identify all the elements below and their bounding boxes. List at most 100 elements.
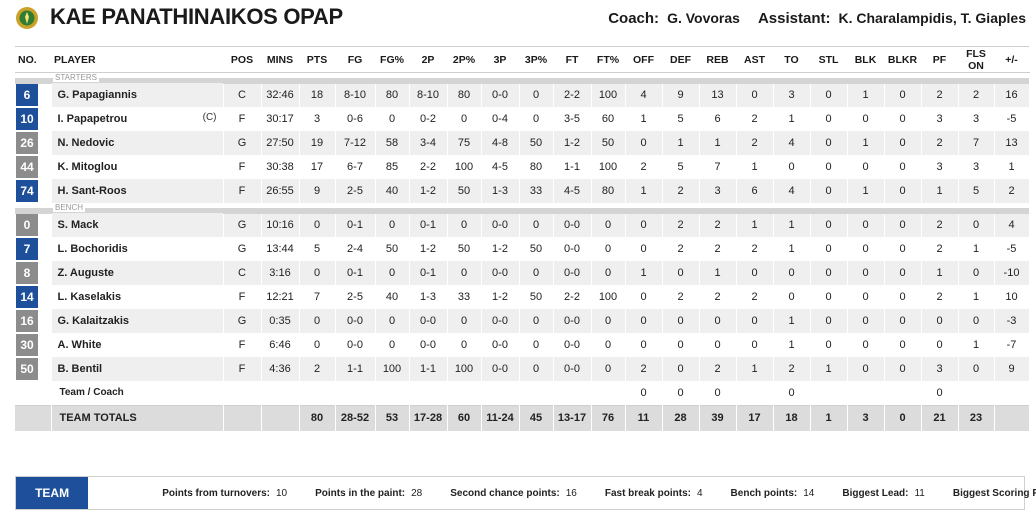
total-pts: 80: [299, 404, 336, 431]
team-logo-icon: [16, 7, 38, 29]
stat-def: 2: [662, 285, 700, 309]
column-header[interactable]: PF: [921, 46, 958, 73]
stat-pm: 13: [994, 131, 1030, 155]
column-header[interactable]: 2P%: [447, 46, 481, 73]
column-header[interactable]: BLK: [847, 46, 884, 73]
stat-p3p: 0: [519, 357, 554, 381]
column-header[interactable]: FT%: [591, 46, 625, 73]
team-stat-item: Bench points: 14: [731, 488, 815, 499]
column-header[interactable]: FT: [553, 46, 591, 73]
player-row[interactable]: 0 S. Mack G 10:16 0 0-1 0 0-1 0 0-0 0 0-0 0 0 2 2 1 1 0 0 0 2…: [15, 213, 1030, 237]
stat-blk: 0: [847, 237, 885, 261]
player-row[interactable]: 30 A. White F 6:46 0 0-0 0 0-0 0 0-0 0 0-0 0 0 0 0 0 1 0 0 0…: [15, 333, 1030, 357]
player-name[interactable]: K. Mitoglou: [57, 161, 118, 173]
stat-to: 1: [773, 107, 811, 131]
boxscore-body: STARTERS 6 G. Papagiannis C 32:46 18 8-10 80 8-1…: [15, 72, 1030, 431]
player-name-cell[interactable]: I. Papapetrou (C): [51, 107, 224, 131]
column-header[interactable]: PTS: [299, 46, 335, 73]
stat-blk: 1: [847, 179, 885, 203]
column-header[interactable]: BLKR: [884, 46, 921, 73]
stat-def: 1: [662, 131, 700, 155]
player-name-cell[interactable]: S. Mack: [51, 213, 224, 237]
player-row[interactable]: 50 B. Bentil F 4:36 2 1-1 100 1-1 100 0-0 0 0-0 0 2 0 2…: [15, 357, 1030, 381]
column-header[interactable]: NO.: [15, 46, 51, 73]
stat-def: 2: [662, 179, 700, 203]
player-name-cell[interactable]: H. Sant-Roos: [51, 179, 224, 203]
player-name-cell[interactable]: Z. Auguste: [51, 261, 224, 285]
stat-pts: 17: [299, 155, 336, 179]
stat-pos: F: [223, 179, 262, 203]
column-header[interactable]: PLAYER: [51, 46, 223, 73]
column-header[interactable]: AST: [736, 46, 773, 73]
stat-ft: 1-2: [553, 131, 592, 155]
column-header[interactable]: REB: [699, 46, 736, 73]
player-name[interactable]: G. Kalaitzakis: [57, 315, 130, 327]
stat-ftp: 80: [591, 179, 626, 203]
stat-off: 0: [625, 131, 663, 155]
column-header[interactable]: STL: [810, 46, 847, 73]
column-header[interactable]: FLS ON: [958, 46, 994, 73]
stat-p2p: 100: [447, 357, 482, 381]
stat-flson: 0: [958, 261, 995, 285]
player-row[interactable]: 8 Z. Auguste C 3:16 0 0-1 0 0-1 0 0-0 0 0-0 0 1 0 1 0 0 0 0…: [15, 261, 1030, 285]
column-header[interactable]: OFF: [625, 46, 662, 73]
player-row[interactable]: 44 K. Mitoglou F 30:38 17 6-7 85 2-2 100 4-5 80 1-1…: [15, 155, 1030, 179]
player-name[interactable]: B. Bentil: [57, 363, 103, 375]
stat-p3: 0-0: [481, 83, 520, 107]
player-row[interactable]: 16 G. Kalaitzakis G 0:35 0 0-0 0 0-0 0 0-0 0 0-0 0 0 0…: [15, 309, 1030, 333]
column-header[interactable]: POS: [223, 46, 261, 73]
player-name-cell[interactable]: A. White: [51, 333, 224, 357]
stat-stl: 0: [810, 179, 848, 203]
player-row[interactable]: 14 L. Kaselakis F 12:21 7 2-5 40 1-3 33 1-2 50 2-2 1…: [15, 285, 1030, 309]
player-name[interactable]: H. Sant-Roos: [57, 185, 127, 197]
stat-fgp: 58: [375, 131, 410, 155]
stat-mins: 3:16: [261, 261, 300, 285]
player-row[interactable]: 10 I. Papapetrou (C) F 30:17 3 0-6 0 0-2 0 0-4 0 3-5…: [15, 107, 1030, 131]
team-stat-label: Bench points:: [730, 487, 798, 499]
player-name-cell[interactable]: B. Bentil: [51, 357, 224, 381]
stat-fgp: 50: [375, 237, 410, 261]
stat-p3: 0-0: [481, 357, 520, 381]
column-header[interactable]: 2P: [409, 46, 447, 73]
column-header[interactable]: MINS: [261, 46, 299, 73]
column-header[interactable]: +/-: [994, 46, 1029, 73]
column-header[interactable]: DEF: [662, 46, 699, 73]
stat-off: 0: [625, 309, 663, 333]
player-row[interactable]: 26 N. Nedovic G 27:50 19 7-12 58 3-4 75 4-8 50 1-2 5…: [15, 131, 1030, 155]
total-pf: 21: [921, 404, 959, 431]
player-name[interactable]: G. Papagiannis: [57, 89, 137, 101]
player-name-cell[interactable]: L. Kaselakis: [51, 285, 224, 309]
player-name[interactable]: L. Bochoridis: [57, 243, 128, 255]
player-name[interactable]: A. White: [57, 339, 102, 351]
stat-ftp: 0: [591, 237, 626, 261]
stat-pm: 2: [994, 179, 1030, 203]
player-name-cell[interactable]: G. Papagiannis: [51, 83, 224, 107]
stat-blkr: 0: [884, 333, 922, 357]
player-name[interactable]: Z. Auguste: [57, 267, 114, 279]
boxscore-header: KAE PANATHINAIKOS OPAP Coach: G. Vovoras…: [0, 0, 1036, 36]
stat-p2: 0-1: [409, 213, 448, 237]
player-row[interactable]: 6 G. Papagiannis C 32:46 18 8-10 80 8-10 80 0-0 0 2…: [15, 83, 1030, 107]
total-p3: 11-24: [481, 404, 520, 431]
player-name-cell[interactable]: G. Kalaitzakis: [51, 309, 224, 333]
player-name[interactable]: I. Papapetrou: [57, 113, 128, 125]
stat-mins: 27:50: [261, 131, 300, 155]
player-name-cell[interactable]: N. Nedovic: [51, 131, 224, 155]
player-row[interactable]: 7 L. Bochoridis G 13:44 5 2-4 50 1-2 50 1-2 50 0-0 0…: [15, 237, 1030, 261]
player-name-cell[interactable]: K. Mitoglou: [51, 155, 224, 179]
stat-fg: 0-0: [335, 309, 376, 333]
player-name[interactable]: N. Nedovic: [57, 137, 115, 149]
total-fgp: 53: [375, 404, 410, 431]
player-name[interactable]: S. Mack: [57, 219, 99, 231]
player-name[interactable]: L. Kaselakis: [57, 291, 122, 303]
column-header[interactable]: TO: [773, 46, 810, 73]
stat-ftp: 100: [591, 285, 626, 309]
column-header[interactable]: 3P%: [519, 46, 553, 73]
column-header[interactable]: 3P: [481, 46, 519, 73]
total-blk: 3: [847, 404, 885, 431]
player-name-cell[interactable]: L. Bochoridis: [51, 237, 224, 261]
column-header[interactable]: FG%: [375, 46, 409, 73]
column-header[interactable]: FG: [335, 46, 375, 73]
stat-ast: 0: [736, 333, 774, 357]
player-row[interactable]: 74 H. Sant-Roos F 26:55 9 2-5 40 1-2 50 1-3 33 4-5 8…: [15, 179, 1030, 203]
